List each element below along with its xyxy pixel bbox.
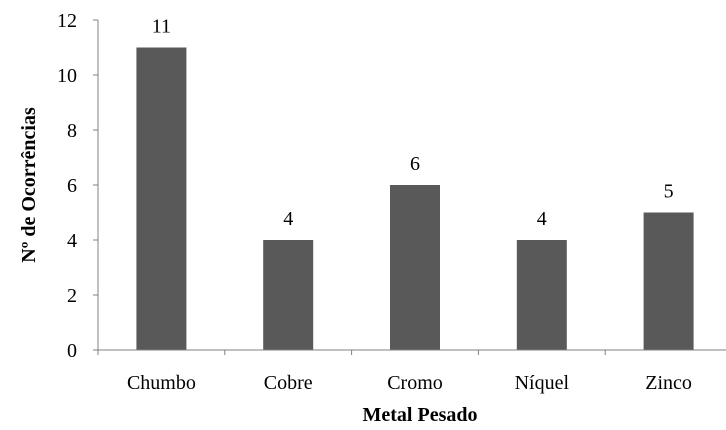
bar xyxy=(136,47,187,350)
y-tick-label: 10 xyxy=(57,65,77,87)
y-tick-label: 0 xyxy=(67,340,77,362)
bars xyxy=(136,47,694,350)
x-tick-label: Níquel xyxy=(515,372,570,394)
bar xyxy=(390,185,440,350)
y-tick-label: 12 xyxy=(57,10,77,32)
data-label: 4 xyxy=(283,208,293,230)
data-labels: 11 4 6 4 5 xyxy=(152,16,674,231)
y-tick-label: 4 xyxy=(67,230,77,252)
x-tick-label: Chumbo xyxy=(127,372,196,394)
y-tick-label: 2 xyxy=(67,285,77,307)
data-label: 11 xyxy=(152,16,171,38)
x-tick-label: Cromo xyxy=(387,372,443,394)
data-label: 6 xyxy=(410,153,420,175)
y-axis-title: Nº de Ocorrências xyxy=(18,107,40,263)
x-axis-ticks xyxy=(97,350,606,355)
y-tick-label: 8 xyxy=(67,120,77,142)
bar xyxy=(643,212,694,350)
x-tick-label: Cobre xyxy=(264,372,313,394)
bar xyxy=(516,240,567,350)
data-label: 5 xyxy=(664,181,674,203)
data-label: 4 xyxy=(537,208,547,230)
bar xyxy=(263,240,314,350)
category-labels: Chumbo Cobre Cromo Níquel Zinco xyxy=(127,372,692,394)
y-tick-label: 6 xyxy=(67,175,77,197)
x-axis-title: Metal Pesado xyxy=(363,404,478,426)
x-tick-label: Zinco xyxy=(645,372,692,394)
y-axis-ticks: 0 2 4 6 8 10 12 xyxy=(57,10,98,362)
